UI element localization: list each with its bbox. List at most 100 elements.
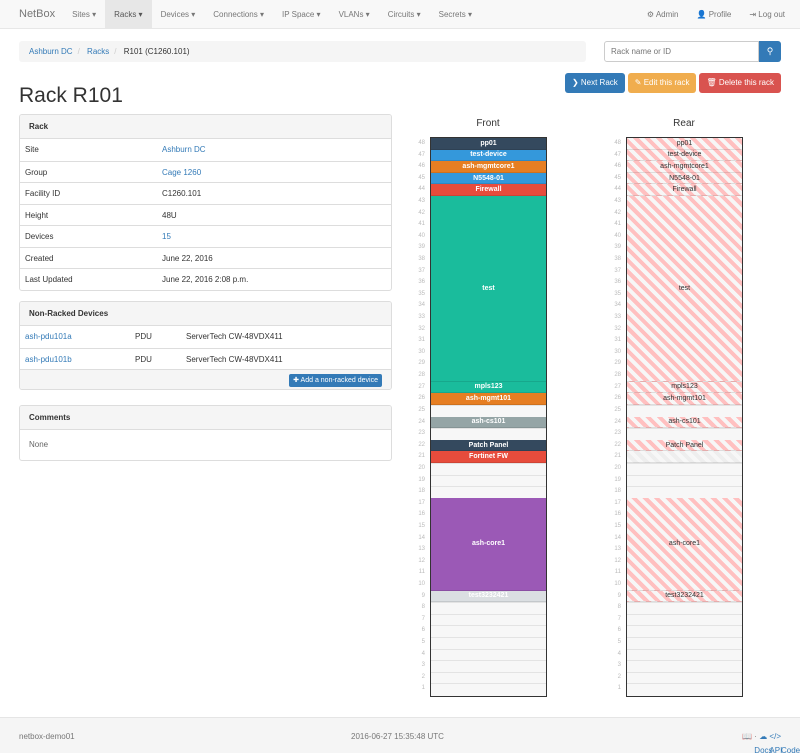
nav-ip-space[interactable]: IP Space ▾ (282, 9, 321, 19)
nav-connections[interactable]: Connections ▾ (213, 9, 264, 19)
rack-device-rear[interactable]: ash-mgmt101 (627, 393, 742, 405)
nav-racks[interactable]: Racks ▾ (105, 0, 152, 29)
rack-unit-slot[interactable] (627, 648, 742, 661)
rack-unit-number: 13 (614, 546, 621, 553)
rack-device-front[interactable]: ash-cs101 (431, 416, 546, 429)
rack-unit-number: 39 (418, 244, 425, 251)
rack-device-rear[interactable]: mpls123 (627, 381, 742, 394)
edit-rack-button[interactable]: ✎ Edit this rack (627, 73, 697, 93)
rack-unit-slot[interactable] (431, 462, 546, 475)
attr-link[interactable]: Cage 1260 (162, 167, 202, 177)
nav-circuits[interactable]: Circuits ▾ (387, 9, 421, 19)
nav-vlans[interactable]: VLANs ▾ (338, 9, 370, 19)
rack-device-rear[interactable] (627, 451, 742, 463)
rack-unit-slot[interactable] (627, 474, 742, 487)
rack-unit-slot[interactable] (431, 625, 546, 637)
docs-link[interactable]: 📖 Docs (742, 732, 773, 755)
rack-unit-slot[interactable] (431, 602, 546, 614)
rack-device-rear[interactable]: ash-core1 (627, 497, 742, 591)
rack-unit-number: 33 (614, 314, 621, 321)
rack-device-rear[interactable]: ash-mgmtcore1 (627, 161, 742, 173)
rack-device-front[interactable]: pp01 (431, 138, 546, 150)
navbar: NetBox Sites ▾ Racks ▾ Devices ▾ Connect… (0, 0, 800, 29)
rack-device-front[interactable]: mpls123 (431, 381, 546, 394)
rack-unit-slot[interactable] (431, 671, 546, 684)
search-button[interactable]: ⚲ (759, 41, 781, 62)
nav-logout[interactable]: ⇥ Log out (749, 9, 785, 19)
rack-unit-slot[interactable] (627, 462, 742, 475)
rack-unit-number: 44 (614, 186, 621, 193)
rack-unit-slot[interactable] (627, 671, 742, 684)
rack-unit-slot[interactable] (431, 660, 546, 672)
device-link[interactable]: ash-pdu101a (25, 332, 72, 341)
rack-unit-number: 1 (421, 685, 425, 692)
rack-device-front[interactable]: Patch Panel (431, 439, 546, 452)
rack-unit-slot[interactable] (627, 486, 742, 498)
non-racked-panel: Non-Racked Devices ash-pdu101a PDU ServerT… (19, 301, 392, 390)
rack-device-rear[interactable]: Firewall (627, 184, 742, 196)
attr-label: Height (25, 210, 49, 220)
attr-label: Last Updated (25, 275, 73, 284)
code-link[interactable]: </> Code (769, 732, 800, 755)
rack-device-front[interactable]: ash-mgmt101 (431, 393, 546, 405)
rack-unit-slot[interactable] (431, 683, 546, 695)
api-link[interactable]: ☁ API (759, 732, 783, 755)
rack-device-front[interactable]: test3232421 (431, 590, 546, 603)
nav-admin[interactable]: ⚙ Admin (646, 9, 679, 19)
rack-device-front[interactable]: test (431, 196, 546, 382)
rack-device-rear[interactable]: N5548-01 (627, 172, 742, 185)
add-non-racked-device-button[interactable]: ✚ Add a non-racked device (289, 374, 382, 387)
rack-device-front[interactable]: N5548-01 (431, 172, 546, 185)
rack-device-rear[interactable]: Patch Panel (627, 439, 742, 452)
breadcrumb-site[interactable]: Ashburn DC (29, 47, 73, 56)
rack-unit-slot[interactable] (627, 613, 742, 626)
rack-unit-slot[interactable] (627, 428, 742, 440)
rack-unit-number: 36 (614, 279, 621, 286)
rack-unit-slot[interactable] (431, 486, 546, 498)
rack-device-rear[interactable]: pp01 (627, 138, 742, 150)
nav-devices[interactable]: Devices ▾ (160, 9, 196, 19)
rack-unit-number: 35 (614, 290, 621, 297)
panel-heading: Comments (20, 406, 391, 430)
delete-rack-button[interactable]: 🗑 Delete this rack (699, 73, 781, 93)
rack-unit-slot[interactable] (431, 404, 546, 417)
rack-device-rear[interactable]: test (627, 196, 742, 382)
rack-device-front[interactable]: Firewall (431, 184, 546, 196)
breadcrumb-current: R101 (C1260.101) (123, 47, 190, 56)
brand-logo[interactable]: NetBox (19, 8, 56, 20)
rack-unit-number: 23 (614, 430, 621, 437)
rack-device-rear[interactable]: test-device (627, 149, 742, 162)
rack-unit-slot[interactable] (627, 602, 742, 614)
nav-secrets[interactable]: Secrets ▾ (438, 9, 472, 19)
nav-profile[interactable]: 👤 Profile (696, 9, 732, 19)
rack-device-rear[interactable]: test3232421 (627, 590, 742, 603)
attr-label: Site (25, 145, 39, 154)
rack-unit-slot[interactable] (431, 474, 546, 487)
rack-unit-slot[interactable] (431, 648, 546, 661)
search-input[interactable] (604, 41, 759, 62)
device-link[interactable]: ash-pdu101b (25, 354, 72, 364)
rack-unit-slot[interactable] (431, 613, 546, 626)
rack-unit-slot[interactable] (431, 428, 546, 440)
attr-link[interactable]: Ashburn DC (162, 145, 206, 154)
nav-sites[interactable]: Sites ▾ (72, 9, 97, 19)
rack-unit-number: 44 (418, 186, 425, 193)
rack-device-front[interactable]: ash-mgmtcore1 (431, 161, 546, 173)
comments-panel: Comments None (19, 405, 392, 461)
rack-device-front[interactable]: test-device (431, 149, 546, 162)
rack-unit-slot[interactable] (627, 660, 742, 672)
attr-value: June 22, 2016 2:08 p.m. (162, 275, 249, 284)
breadcrumb-racks[interactable]: Racks (87, 47, 110, 56)
rack-unit-slot[interactable] (627, 683, 742, 695)
rack-unit-number: 5 (617, 638, 621, 645)
rack-device-front[interactable]: ash-core1 (431, 497, 546, 591)
next-rack-button[interactable]: ❯ Next Rack (564, 73, 625, 93)
rack-device-rear[interactable]: ash-cs101 (627, 416, 742, 429)
rack-device-front[interactable]: Fortinet FW (431, 451, 546, 463)
rack-unit-slot[interactable] (627, 636, 742, 649)
rack-unit-slot[interactable] (431, 636, 546, 649)
rack-unit-number: 1 (617, 685, 621, 692)
rack-unit-slot[interactable] (627, 404, 742, 417)
attr-link[interactable]: 15 (162, 232, 171, 241)
rack-unit-slot[interactable] (627, 625, 742, 637)
